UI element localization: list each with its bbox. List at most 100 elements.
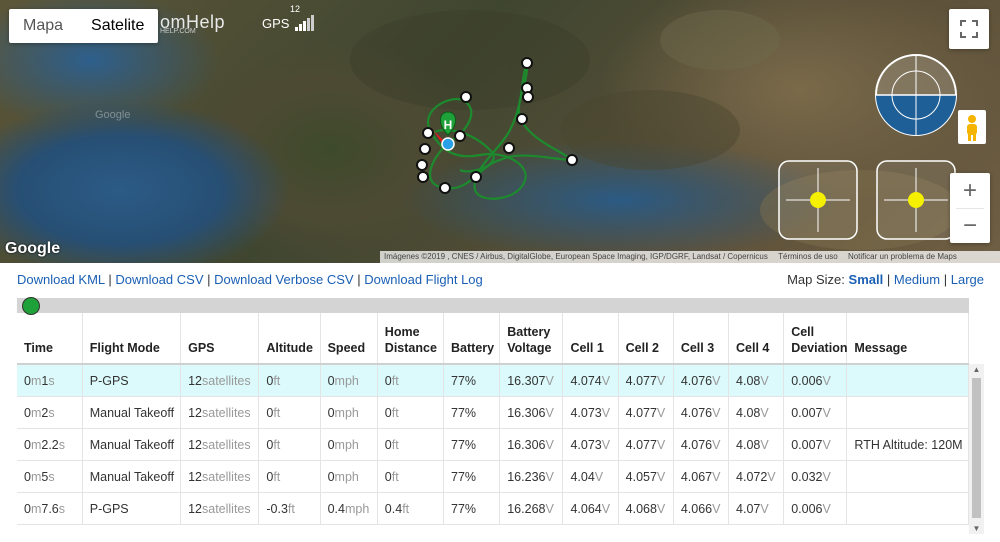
unit-label: V (712, 469, 721, 484)
col-header-message[interactable]: Message (846, 313, 969, 365)
cell-home-distance: 0ft (377, 428, 445, 461)
cell-value: 1 (41, 373, 49, 388)
map-size-small-link[interactable]: Small (848, 272, 884, 287)
cell-value: P-GPS (89, 373, 129, 388)
unit-label: mph (334, 405, 359, 420)
col-header-speed[interactable]: Speed (320, 313, 378, 365)
map-size-selector: Map Size: Small | Medium | Large (787, 272, 984, 287)
cell-cell-3: 4.066V (673, 492, 730, 525)
cell-value: 4.08 (736, 373, 761, 388)
map-size-large-link[interactable]: Large (950, 272, 984, 287)
col-header-flight-mode[interactable]: Flight Mode (82, 313, 182, 365)
cell-message (846, 460, 969, 493)
cell-cell-3: 4.076V (673, 428, 730, 461)
table-row[interactable]: 0m2.2s Manual Takeoff 12satellites 0ft 0mph 0… (17, 428, 969, 461)
cell-time: 0m1s (17, 364, 83, 397)
satellite-map[interactable]: H Google omHelp HELP.COM (0, 0, 1000, 263)
cell-battery: 77% (443, 460, 501, 493)
unit-label: ft (273, 405, 281, 420)
scroll-down-arrow-icon[interactable]: ▼ (972, 524, 981, 533)
timeline-slider-track[interactable] (17, 298, 969, 313)
col-header-time[interactable]: Time (17, 313, 83, 365)
cell-home-distance: 0.4ft (377, 492, 445, 525)
gps-indicator: GPS 12 (262, 4, 315, 31)
download-csv-link[interactable]: Download CSV (115, 272, 204, 287)
cell-gps: 12satellites (180, 492, 260, 525)
scrollbar-thumb[interactable] (972, 378, 981, 518)
map-attribution: Imágenes ©2019 , CNES / Airbus, DigitalG… (380, 251, 1000, 263)
unit-label: V (545, 437, 554, 452)
google-logo: Google (5, 240, 61, 257)
fullscreen-button[interactable] (949, 9, 989, 49)
cell-value: 0 (266, 469, 274, 484)
cell-value: 4.08 (736, 405, 761, 420)
map-type-satellite-tab[interactable]: Satelite (91, 17, 145, 34)
col-header-battery-voltage[interactable]: Battery Voltage (499, 313, 564, 365)
terms-link[interactable]: Términos de uso (778, 252, 838, 261)
street-view-pegman[interactable] (958, 110, 986, 144)
report-problem-link[interactable]: Notificar un problema de Maps (847, 252, 957, 261)
download-kml-link[interactable]: Download KML (17, 272, 105, 287)
cell-flight-mode: P-GPS (82, 492, 182, 525)
map-type-map-tab[interactable]: Mapa (23, 17, 64, 34)
cell-value: 4.066 (680, 501, 713, 516)
cell-value: 12 (188, 373, 202, 388)
cell-value: 77% (451, 405, 477, 420)
cell-cell-4: 4.08V (728, 364, 785, 397)
col-header-altitude[interactable]: Altitude (258, 313, 321, 365)
cell-cell-deviation: 0.007V (783, 428, 848, 461)
col-header-cell-1[interactable]: Cell 1 (562, 313, 619, 365)
cell-value: 4.08 (736, 437, 761, 452)
col-header-cell-4[interactable]: Cell 4 (728, 313, 785, 365)
unit-label: ft (273, 373, 281, 388)
cell-cell-2: 4.077V (618, 428, 674, 461)
unit-label: V (601, 405, 611, 420)
cell-battery-voltage: 16.306V (499, 428, 564, 461)
cell-value: 0 (327, 405, 335, 420)
download-verbose-csv-link[interactable]: Download Verbose CSV (214, 272, 354, 287)
cell-value: 4.064 (570, 501, 602, 516)
unit-label: V (601, 501, 611, 516)
cell-value: Manual Takeoff (89, 437, 175, 452)
table-row[interactable]: 0m2s Manual Takeoff 12satellites 0ft 0mph 0ft… (17, 396, 969, 429)
cell-cell-2: 4.057V (618, 460, 674, 493)
cell-value: 77% (451, 469, 477, 484)
download-flight-log-link[interactable]: Download Flight Log (364, 272, 483, 287)
col-header-gps[interactable]: GPS (180, 313, 260, 365)
zoom-control: + − (950, 173, 990, 243)
unit-label: V (656, 405, 666, 420)
col-header-home-distance[interactable]: Home Distance (377, 313, 445, 365)
zoom-in-button[interactable]: + (962, 177, 977, 204)
pegman-icon (967, 115, 977, 141)
cell-value: 0 (266, 437, 274, 452)
col-header-cell-2[interactable]: Cell 2 (618, 313, 674, 365)
cell-value: 7.6 (41, 501, 59, 516)
col-header-cell-deviation[interactable]: Cell Deviation (783, 313, 847, 365)
unit-label: s (58, 501, 66, 516)
attitude-indicator (875, 54, 957, 136)
cell-value: 0.4 (384, 501, 403, 516)
cell-value: 16.236 (507, 469, 546, 484)
table-row[interactable]: 0m1s P-GPS 12satellites 0ft 0mph 0ft 77% 16.307… (17, 364, 969, 397)
unit-label: m (30, 405, 42, 420)
col-header-battery[interactable]: Battery (443, 313, 501, 365)
cell-value: 4.057 (625, 469, 657, 484)
scroll-up-arrow-icon[interactable]: ▲ (972, 365, 981, 374)
cell-value: 16.268 (507, 501, 546, 516)
cell-gps: 12satellites (180, 396, 260, 429)
brand-logo: omHelp (160, 12, 226, 32)
unit-label: V (545, 501, 554, 516)
unit-label: V (656, 437, 666, 452)
col-header-cell-3[interactable]: Cell 3 (673, 313, 730, 365)
unit-label: V (760, 501, 769, 516)
cell-cell-1: 4.04V (562, 460, 619, 493)
link-separator: | (108, 272, 112, 287)
cell-value: 5 (41, 469, 49, 484)
cell-flight-mode: Manual Takeoff (82, 460, 182, 493)
table-row[interactable]: 0m7.6s P-GPS 12satellites -0.3ft 0.4mph 0.4ft… (17, 492, 969, 525)
table-row[interactable]: 0m5s Manual Takeoff 12satellites 0ft 0mph 0ft… (17, 460, 969, 493)
cell-message (846, 492, 969, 525)
zoom-out-button[interactable]: − (962, 212, 977, 239)
table-scrollbar[interactable]: ▲ ▼ (969, 364, 984, 534)
map-size-medium-link[interactable]: Medium (893, 272, 941, 287)
